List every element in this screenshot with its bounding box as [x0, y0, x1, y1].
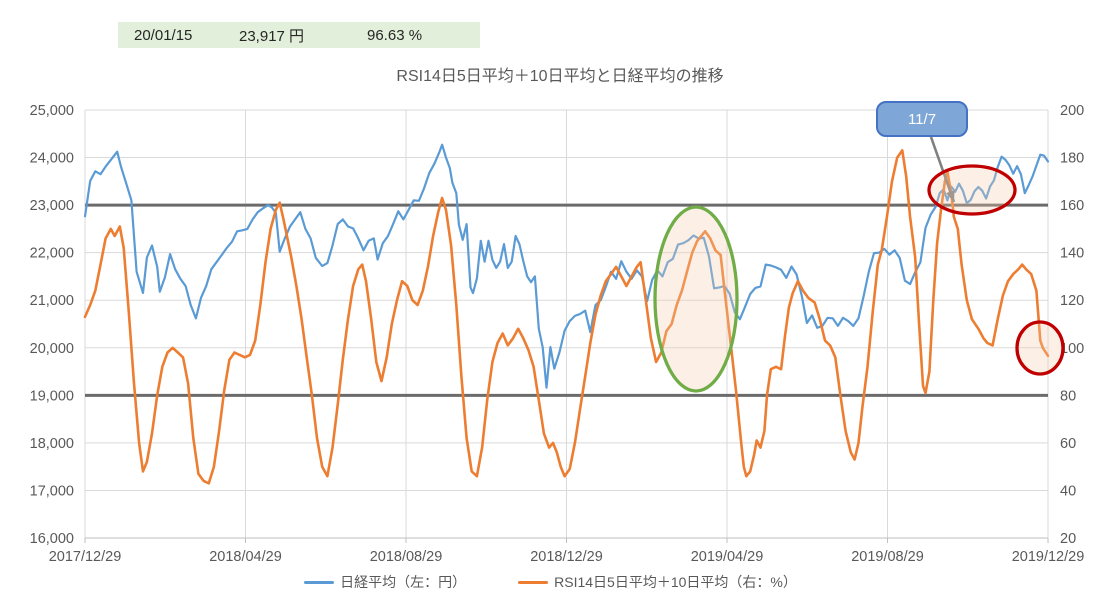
- callout-11-7-arrow: [929, 136, 956, 203]
- highlight-circle-latest-rsi: [1015, 320, 1065, 376]
- legend-label-nikkei: 日経平均（左：円）: [340, 574, 467, 590]
- x-tick-label: 2018/08/29: [370, 549, 443, 565]
- x-tick-label: 2019/12/29: [1012, 549, 1085, 565]
- nikkei-line-swatch: [304, 580, 335, 584]
- left-axis-tick-label: 18,000: [30, 436, 74, 452]
- right-axis-tick-label: 20: [1060, 531, 1076, 547]
- x-tick-label: 2018/04/29: [209, 549, 282, 565]
- right-axis-tick-label: 180: [1060, 151, 1084, 167]
- series-rsi-line: [83, 149, 1050, 485]
- left-axis-tick-label: 23,000: [30, 198, 74, 214]
- left-axis-tick-label: 20,000: [30, 341, 74, 357]
- chart-legend: 日経平均（左：円） RSI14日5日平均＋10日平均（右：%）: [0, 572, 1101, 592]
- right-axis-tick-label: 60: [1060, 436, 1076, 452]
- latest-date: 20/01/15: [134, 26, 193, 44]
- x-tick-label: 2017/12/29: [49, 549, 122, 565]
- right-axis-tick-label: 80: [1060, 388, 1076, 404]
- latest-price: 23,917 円: [239, 27, 305, 45]
- series-nikkei-line: [83, 143, 1050, 389]
- latest-rsi-percent: 96.63 %: [367, 26, 423, 44]
- right-axis-tick-label: 160: [1060, 198, 1084, 214]
- left-axis-tick-label: 21,000: [30, 293, 74, 309]
- right-axis-tick-label: 200: [1060, 103, 1084, 119]
- left-axis-tick-label: 22,000: [30, 246, 74, 262]
- callout-11-7-box: [876, 101, 968, 137]
- right-axis-tick-label: 120: [1060, 293, 1084, 309]
- right-axis-tick-label: 40: [1060, 483, 1076, 499]
- highlight-ellipse-april-rally: [653, 205, 739, 393]
- legend-label-rsi: RSI14日5日平均＋10日平均（右：%）: [554, 574, 797, 590]
- left-axis-tick-label: 17,000: [30, 483, 74, 499]
- legend-item-rsi: RSI14日5日平均＋10日平均（右：%）: [518, 572, 797, 592]
- left-axis-tick-label: 16,000: [30, 531, 74, 547]
- left-axis-tick-label: 24,000: [30, 151, 74, 167]
- right-axis-tick-label: 100: [1060, 341, 1084, 357]
- highlight-ellipse-nov-cross: [927, 164, 1017, 216]
- left-axis-tick-label: 19,000: [30, 388, 74, 404]
- x-tick-label: 2019/04/29: [691, 549, 764, 565]
- left-axis-tick-label: 25,000: [30, 103, 74, 119]
- right-axis-tick-label: 140: [1060, 246, 1084, 262]
- callout-11-7-label: 11/7: [908, 111, 936, 128]
- x-tick-label: 2019/08/29: [851, 549, 924, 565]
- chart-title: RSI14日5日平均＋10日平均と日経平均の推移: [396, 68, 724, 85]
- x-tick-label: 2018/12/29: [530, 549, 603, 565]
- rsi-line-swatch: [518, 580, 549, 584]
- latest-value-box: 20/01/15 23,917 円 96.63 %: [118, 22, 480, 48]
- legend-item-nikkei: 日経平均（左：円）: [304, 572, 466, 592]
- callout-11-7-arrowhead: [946, 190, 955, 202]
